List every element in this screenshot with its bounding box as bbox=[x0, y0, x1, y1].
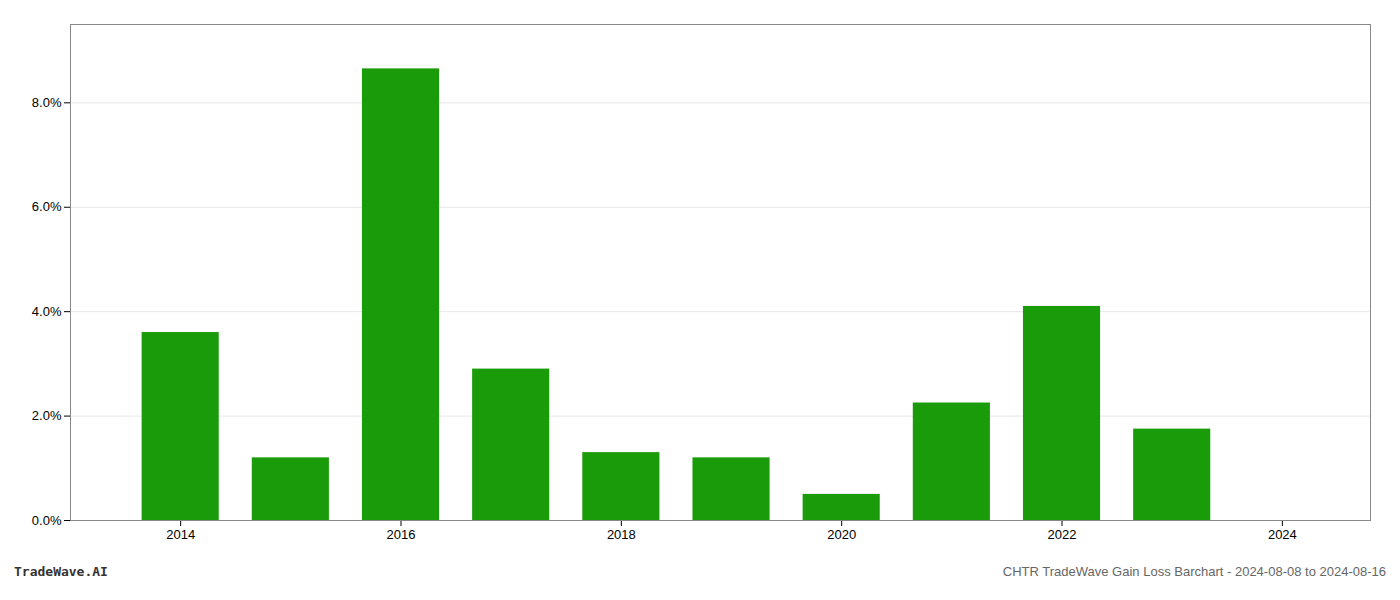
svg-text:2022: 2022 bbox=[1048, 527, 1077, 542]
svg-text:2.0%: 2.0% bbox=[32, 408, 62, 423]
svg-text:2016: 2016 bbox=[387, 527, 416, 542]
svg-text:2024: 2024 bbox=[1268, 527, 1297, 542]
svg-text:6.0%: 6.0% bbox=[32, 199, 62, 214]
svg-text:2014: 2014 bbox=[166, 527, 195, 542]
html-text:CHTR TradeWave Gain Loss Barch: CHTR TradeWave Gain Loss Barchart - 2024… bbox=[1002, 564, 1386, 579]
svg-text:0.0%: 0.0% bbox=[32, 513, 62, 528]
svg-text:8.0%: 8.0% bbox=[32, 95, 62, 110]
svg-text:4.0%: 4.0% bbox=[32, 304, 62, 319]
svg-text:2020: 2020 bbox=[827, 527, 856, 542]
html-text:TradeWave.AI: TradeWave.AI bbox=[14, 564, 108, 579]
svg-text:2018: 2018 bbox=[607, 527, 636, 542]
